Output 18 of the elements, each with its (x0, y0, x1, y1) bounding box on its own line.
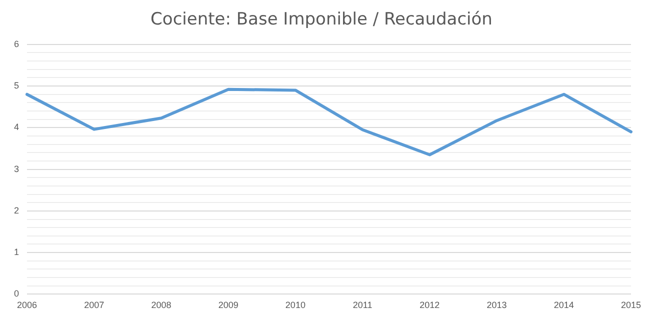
y-tick-label: 3 (14, 164, 20, 174)
x-tick-label: 2014 (554, 300, 574, 310)
y-tick-label: 0 (14, 288, 20, 299)
x-tick-label: 2013 (486, 300, 507, 310)
chart-title: Cociente: Base Imponible / Recaudación (150, 10, 492, 30)
x-tick-label: 2009 (218, 300, 238, 310)
y-tick-label: 5 (14, 80, 20, 91)
y-tick-label: 6 (14, 38, 20, 49)
x-tick-label: 2015 (620, 300, 642, 310)
x-tick-label: 2011 (352, 300, 372, 310)
x-tick-label: 2008 (151, 300, 172, 310)
x-tick-label: 2012 (420, 300, 440, 310)
y-tick-label: 4 (14, 122, 20, 132)
x-tick-label: 2006 (16, 300, 38, 310)
y-tick-label: 1 (14, 247, 20, 258)
x-tick-label: 2007 (84, 300, 104, 310)
y-tick-label: 2 (14, 205, 20, 216)
x-tick-label: 2010 (285, 300, 306, 310)
